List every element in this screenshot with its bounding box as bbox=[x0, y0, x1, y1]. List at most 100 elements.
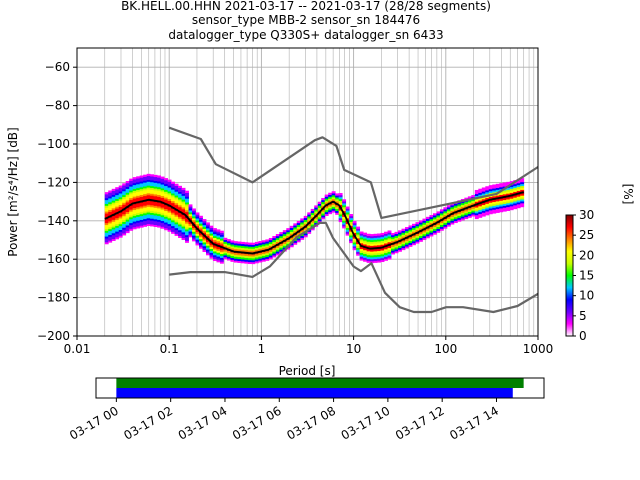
heat-cell bbox=[265, 254, 270, 257]
heat-cell bbox=[139, 225, 144, 228]
heat-cell bbox=[502, 201, 507, 204]
heat-cell bbox=[254, 249, 259, 252]
heat-cell bbox=[345, 216, 350, 219]
heat-cell bbox=[380, 254, 385, 257]
heat-cell bbox=[219, 261, 224, 264]
heat-cell bbox=[356, 249, 361, 252]
heat-cell bbox=[195, 231, 200, 234]
heat-cell bbox=[509, 192, 514, 195]
heat-cell bbox=[282, 233, 287, 237]
heat-cell bbox=[513, 206, 518, 210]
heat-cell bbox=[125, 182, 130, 186]
heat-cell bbox=[481, 210, 486, 213]
heat-cell bbox=[212, 247, 217, 250]
heat-cell bbox=[324, 206, 329, 209]
heat-cell bbox=[265, 241, 270, 244]
heat-cell bbox=[373, 254, 378, 258]
heat-cell bbox=[185, 225, 189, 228]
heat-cell bbox=[300, 229, 305, 233]
heat-cell bbox=[139, 196, 144, 199]
heat-cell bbox=[418, 239, 423, 242]
heat-cell bbox=[422, 226, 427, 229]
heat-cell bbox=[324, 207, 329, 211]
heat-cell bbox=[111, 238, 116, 241]
heat-cell bbox=[411, 225, 416, 228]
heat-cell bbox=[261, 257, 266, 260]
heat-cell bbox=[181, 237, 186, 241]
heat-cell bbox=[209, 250, 214, 253]
heat-cell bbox=[174, 220, 179, 223]
heat-cell bbox=[349, 217, 354, 221]
heat-cell bbox=[171, 212, 175, 215]
heat-cell bbox=[146, 208, 151, 211]
heat-cell bbox=[188, 223, 193, 226]
heat-cell bbox=[129, 194, 134, 197]
heat-cell bbox=[195, 235, 200, 238]
heat-cell bbox=[164, 212, 168, 215]
heat-cell bbox=[415, 225, 420, 229]
heat-cell bbox=[349, 233, 354, 236]
heat-cell bbox=[446, 216, 451, 219]
heat-cell bbox=[293, 240, 298, 243]
heat-cell bbox=[307, 214, 312, 217]
heat-cell bbox=[499, 198, 504, 201]
heat-cell bbox=[422, 233, 427, 237]
heat-cell bbox=[359, 239, 364, 242]
heat-cell bbox=[202, 219, 207, 222]
heat-cell bbox=[352, 238, 357, 241]
heat-cell bbox=[160, 178, 165, 181]
heat-cell bbox=[425, 216, 430, 220]
heat-cell bbox=[174, 210, 179, 213]
heat-cell bbox=[342, 224, 347, 227]
heat-cell bbox=[111, 202, 116, 205]
heat-cell bbox=[453, 207, 458, 210]
heat-cell bbox=[387, 257, 392, 260]
heat-cell bbox=[125, 228, 130, 232]
heat-cell bbox=[108, 196, 113, 199]
heat-cell bbox=[132, 211, 137, 214]
heat-cell bbox=[115, 235, 120, 238]
heat-cell bbox=[509, 196, 514, 199]
heat-cell bbox=[401, 234, 406, 237]
heat-cell bbox=[174, 189, 179, 192]
heat-cell bbox=[199, 217, 203, 220]
heat-cell bbox=[143, 178, 148, 181]
heat-cell bbox=[132, 227, 137, 230]
heat-cell bbox=[167, 189, 172, 192]
heat-cell bbox=[478, 213, 483, 216]
heat-cell bbox=[356, 243, 361, 247]
heat-cell bbox=[136, 212, 141, 216]
heat-cell bbox=[115, 192, 120, 196]
heat-cell bbox=[356, 226, 361, 229]
heat-cell bbox=[268, 239, 273, 243]
heat-cell bbox=[132, 217, 137, 220]
heat-cell bbox=[425, 234, 430, 237]
heat-cell bbox=[506, 206, 511, 210]
heat-cell bbox=[356, 232, 361, 235]
heat-cell bbox=[185, 194, 189, 197]
heat-cell bbox=[258, 252, 263, 255]
heat-cell bbox=[296, 236, 301, 239]
heat-cell bbox=[342, 222, 347, 225]
heat-cell bbox=[446, 207, 451, 210]
mode-line bbox=[104, 191, 524, 255]
y-tick-label: −100 bbox=[37, 137, 70, 151]
heat-cell bbox=[377, 252, 381, 255]
heat-cell bbox=[352, 224, 357, 228]
heat-cell bbox=[111, 234, 116, 238]
heat-cell bbox=[373, 233, 378, 237]
x-tick-label: 0.1 bbox=[160, 342, 179, 356]
heat-cell bbox=[474, 189, 479, 193]
heat-cell bbox=[143, 205, 148, 208]
heat-cell bbox=[328, 196, 333, 199]
heat-cell bbox=[195, 212, 200, 215]
heat-cell bbox=[206, 228, 210, 231]
heat-cell bbox=[509, 184, 514, 188]
heat-cell bbox=[506, 187, 511, 190]
heat-cell bbox=[258, 242, 263, 246]
heat-cell bbox=[160, 193, 165, 197]
heat-cell bbox=[167, 202, 172, 205]
heat-cell bbox=[178, 185, 182, 189]
heat-cell bbox=[405, 238, 409, 241]
heat-cell bbox=[223, 253, 228, 256]
